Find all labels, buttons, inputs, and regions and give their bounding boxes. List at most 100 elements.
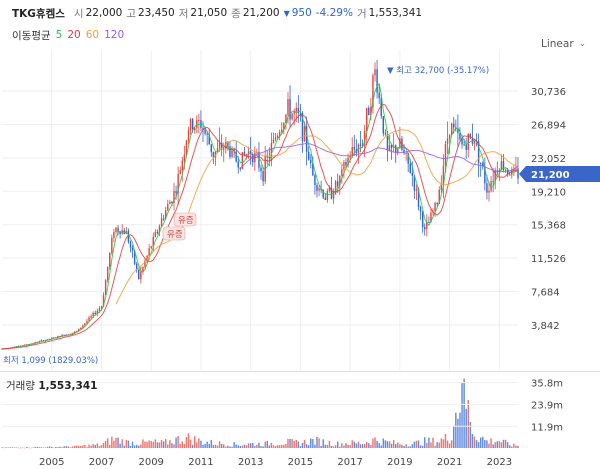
volume-label: 거 xyxy=(356,7,367,20)
volume-bar xyxy=(291,438,293,448)
volume-bar xyxy=(401,444,403,448)
volume-bar xyxy=(148,440,150,448)
candle-body xyxy=(395,145,397,153)
volume-bar xyxy=(17,447,20,449)
volume-bar xyxy=(307,445,310,448)
volume-bar xyxy=(334,445,337,448)
volume-bar xyxy=(455,412,457,448)
volume-bar xyxy=(167,444,169,448)
volume-bar xyxy=(488,443,490,448)
candle-body xyxy=(245,154,248,156)
close-value: 21,200 xyxy=(242,7,280,19)
candle-body xyxy=(428,222,430,224)
volume-bar xyxy=(314,444,316,448)
time-tick-label: 2021 xyxy=(437,457,462,468)
candle-body xyxy=(434,203,436,212)
candle-body xyxy=(278,131,281,136)
annotations: ▼ 최고 32,700 (-35.17%) 최저 1,099 (1829.03%… xyxy=(3,65,489,366)
candle-body xyxy=(150,246,152,249)
moving-average-legend[interactable]: 이동평균 5 20 60 120 xyxy=(12,27,129,43)
volume-bar xyxy=(312,438,314,448)
candle-body xyxy=(204,129,206,134)
volume-bar xyxy=(254,446,256,448)
volume-bar xyxy=(336,441,339,448)
candle-body xyxy=(175,191,177,194)
candle-body xyxy=(106,266,109,280)
volume-bar xyxy=(187,433,190,448)
chevron-down-icon: ⌄ xyxy=(578,39,587,49)
volume-bar xyxy=(293,440,295,448)
candle-body xyxy=(121,230,123,235)
volume-bar xyxy=(173,444,175,448)
candle-body xyxy=(457,128,459,133)
candle-body xyxy=(285,114,287,123)
stock-name: TKG휴켐스 xyxy=(12,7,65,20)
moving-average-lines xyxy=(1,82,519,350)
candle-body xyxy=(167,204,169,211)
volume-bar xyxy=(289,438,291,448)
volume-bar xyxy=(32,447,34,449)
candle-body xyxy=(127,230,130,243)
candle-body xyxy=(484,166,486,184)
volume-bar xyxy=(243,444,246,448)
volume-bar xyxy=(212,445,215,448)
volume-bar xyxy=(353,441,356,448)
low-value: 21,050 xyxy=(190,7,228,19)
volume-bar xyxy=(30,447,32,449)
volume-bar xyxy=(397,442,399,448)
candle-body xyxy=(324,197,326,201)
volume-bar xyxy=(357,441,360,448)
candle-body xyxy=(359,144,362,146)
event-marker-2[interactable]: 유증 xyxy=(162,226,186,241)
volume-bar xyxy=(347,444,349,448)
change-percent: -4.29% xyxy=(315,7,353,19)
scale-dropdown[interactable]: Linear ⌄ xyxy=(541,38,586,50)
price-info-bar: TKG휴켐스 시 22,000 고 23,450 저 21,050 종 21,2… xyxy=(12,5,422,21)
candle-body xyxy=(262,171,264,182)
candle-body xyxy=(444,143,447,166)
open-value: 22,000 xyxy=(85,7,123,19)
candle-body xyxy=(336,181,339,186)
volume-bar xyxy=(378,442,380,448)
volume-bar xyxy=(175,437,177,448)
volume-bar xyxy=(13,447,16,448)
price-axis: 30,736 26,894 23,052 19,210 15,368 11,526 7,68… xyxy=(531,87,566,332)
candle-body xyxy=(366,108,368,131)
ma-60: 60 xyxy=(85,29,100,41)
candle-body xyxy=(77,328,80,332)
volume-bar xyxy=(417,440,420,448)
volume-tick-label: 23.9m xyxy=(531,400,563,411)
volume-bar xyxy=(48,446,51,448)
volume-bar xyxy=(374,437,376,448)
candle-body xyxy=(465,144,467,150)
candle-body xyxy=(34,342,36,344)
volume-bar xyxy=(154,439,157,448)
candle-body xyxy=(100,306,103,309)
candle-body xyxy=(305,126,308,152)
volume-bar xyxy=(486,440,488,448)
candle-body xyxy=(270,142,273,158)
event-marker-1[interactable]: 유증 xyxy=(173,212,197,227)
candle-body xyxy=(349,156,351,158)
candle-body xyxy=(218,142,221,149)
volume-bar xyxy=(218,441,221,448)
volume-bar xyxy=(46,446,49,448)
candle-body xyxy=(390,145,393,148)
volume-bar xyxy=(96,443,99,448)
candle-body xyxy=(376,69,378,93)
volume-bar xyxy=(359,444,362,448)
volume-bar xyxy=(69,447,72,448)
volume-bar xyxy=(225,446,227,448)
time-tick-label: 2019 xyxy=(387,457,412,468)
volume-bar xyxy=(92,444,94,448)
volume-bar xyxy=(233,442,235,448)
candle-body xyxy=(301,112,304,142)
candle-body xyxy=(297,107,300,113)
candle-body xyxy=(75,331,78,333)
candle-body xyxy=(117,227,119,232)
candle-body xyxy=(276,135,279,138)
candle-body xyxy=(169,201,171,205)
volume-bar xyxy=(428,437,430,448)
volume-bar xyxy=(185,437,188,448)
